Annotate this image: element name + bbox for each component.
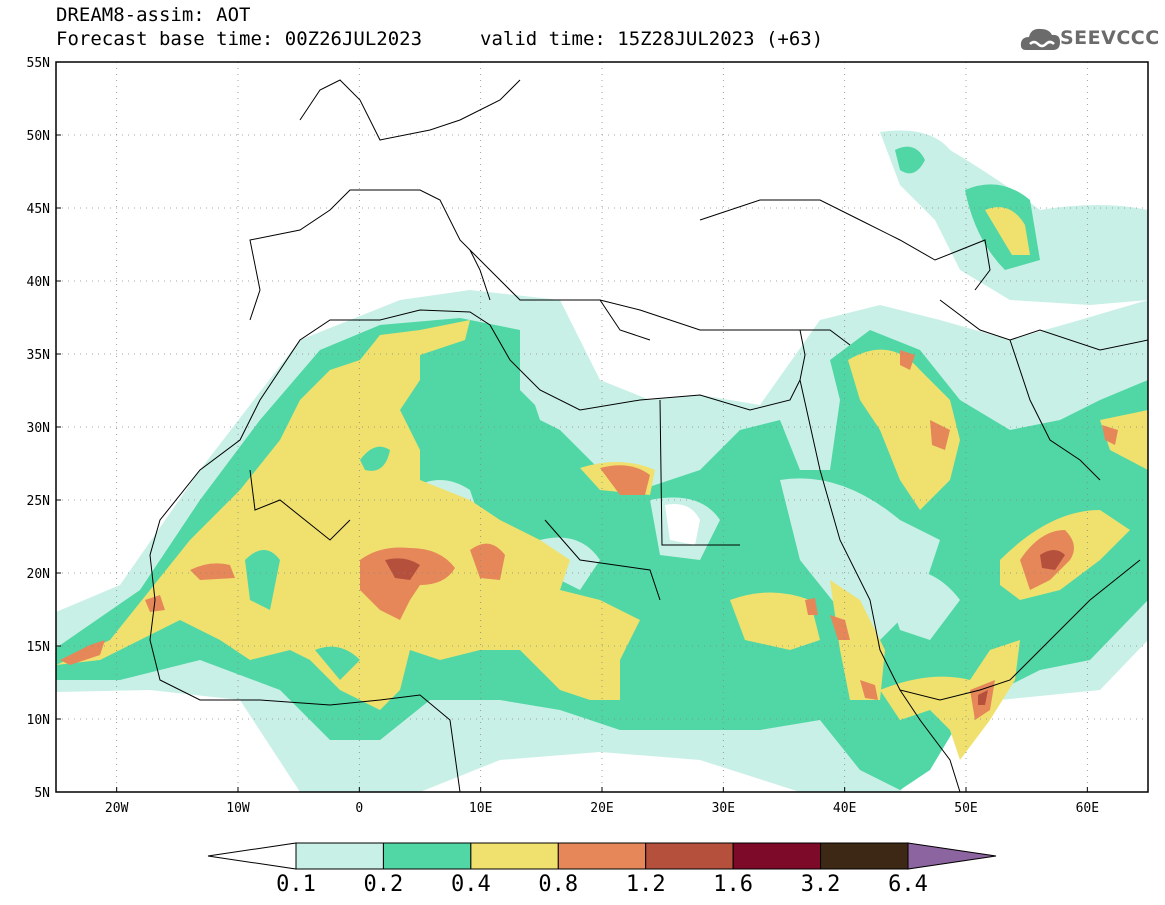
colorbar-level-label: 0.1 [276,872,316,897]
logo-text: SEEVCCC [1060,27,1160,49]
lon-tick-label: 0 [355,801,363,816]
latitude-axis: 55N 50N 45N 40N 35N 30N 25N 20N 15N 10N 5N [27,56,61,801]
colorbar-high-arrow [907,842,997,870]
lat-tick-label: 35N [27,348,50,363]
map-title: DREAM8-assim: AOT [56,4,251,26]
lon-tick-label: 10E [469,801,492,816]
colorbar: 0.1 0.2 0.4 0.8 1.2 1.6 3.2 6.4 [207,842,997,897]
longitude-axis: 20W 10W 0 10E 20E 30E 40E 50E 60E [105,787,1099,816]
forecast-base-time: Forecast base time: 00Z26JUL2023 [56,28,423,50]
colorbar-low-arrow [207,842,297,870]
colorbar-box [382,842,472,870]
aot-field [56,62,1148,792]
map-grid [56,62,1148,792]
lat-tick-label: 40N [27,275,50,290]
colorbar-level-label: 1.6 [713,872,753,897]
lat-tick-label: 25N [27,494,50,509]
colorbar-level-label: 0.8 [538,872,578,897]
lon-tick-label: 50E [954,801,977,816]
lon-tick-label: 20E [590,801,613,816]
lon-tick-label: 30E [712,801,735,816]
colorbar-level-label: 0.2 [364,872,404,897]
colorbar-box [295,842,384,870]
colorbar-level-label: 3.2 [801,872,841,897]
colorbar-level-label: 0.4 [451,872,491,897]
cloud-logo-icon [1020,28,1060,50]
coastlines [149,79,1148,792]
lat-tick-label: 30N [27,421,50,436]
lon-tick-label: 10W [226,801,250,816]
lon-tick-label: 20W [105,801,129,816]
lat-tick-label: 20N [27,567,50,582]
colorbar-box [557,842,647,870]
lon-tick-label: 60E [1076,801,1099,816]
valid-time: valid time: 15Z28JUL2023 (+63) [480,28,824,50]
colorbar-level-label: 6.4 [888,872,928,897]
lat-tick-label: 5N [34,786,50,801]
colorbar-box [732,842,822,870]
colorbar-box [470,842,559,870]
lon-tick-label: 40E [833,801,856,816]
colorbar-box [820,842,909,870]
colorbar-level-label: 1.2 [626,872,666,897]
colorbar-box [645,842,734,870]
lat-tick-label: 15N [27,640,50,655]
lat-tick-label: 45N [27,202,50,217]
lat-tick-label: 10N [27,713,50,728]
lat-tick-label: 50N [27,129,50,144]
lat-tick-label: 55N [27,56,50,71]
